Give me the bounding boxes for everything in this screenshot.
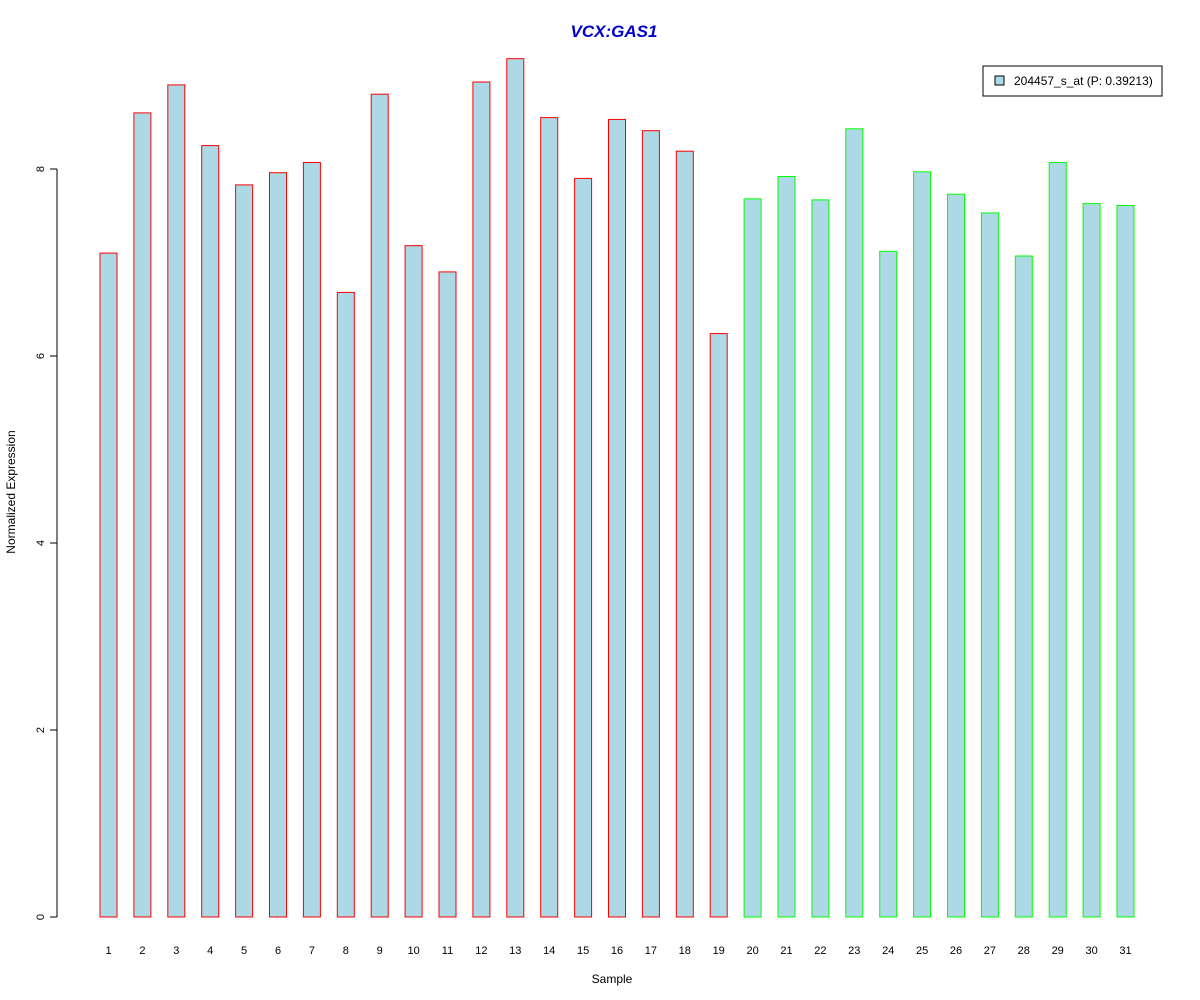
- bar-sample-28: [1014, 255, 1033, 918]
- x-tick-label: 19: [713, 945, 725, 957]
- x-tick-label: 25: [916, 945, 928, 957]
- x-tick-label: 23: [848, 945, 860, 957]
- y-tick-label: 0: [35, 914, 47, 920]
- y-axis-label: Normalized Expression: [4, 430, 18, 553]
- bar-sample-17: [641, 130, 660, 918]
- x-tick-label: 9: [377, 945, 383, 957]
- y-tick-label: 6: [35, 353, 47, 359]
- bar-sample-2: [133, 112, 152, 918]
- bar-sample-26: [947, 193, 965, 918]
- x-tick-label: 31: [1119, 945, 1131, 957]
- bar-sample-3: [167, 84, 186, 918]
- x-tick-label: 2: [139, 945, 145, 957]
- x-tick-label: 26: [950, 945, 962, 957]
- bar-sample-6: [269, 172, 287, 918]
- x-tick-label: 4: [207, 945, 213, 957]
- bar-sample-12: [472, 81, 491, 918]
- bar-sample-8: [336, 291, 355, 918]
- x-tick-label: 7: [309, 945, 315, 957]
- bar-sample-21: [777, 176, 796, 918]
- x-tick-label: 1: [105, 945, 111, 957]
- bar-sample-31: [1116, 205, 1135, 918]
- x-tick-label: 29: [1052, 945, 1064, 957]
- bar-sample-11: [438, 271, 457, 918]
- x-tick-label: 13: [509, 945, 521, 957]
- y-tick-label: 4: [35, 540, 47, 546]
- x-tick-label: 16: [611, 945, 623, 957]
- x-tick-label: 15: [577, 945, 589, 957]
- bar-sample-19: [709, 333, 728, 918]
- legend-swatch: [994, 75, 1005, 86]
- bar-sample-4: [201, 145, 220, 918]
- bar-sample-24: [879, 250, 898, 918]
- bar-sample-5: [235, 184, 254, 918]
- bar-sample-18: [675, 150, 694, 918]
- bar-sample-14: [540, 117, 559, 918]
- bar-sample-23: [845, 128, 864, 918]
- bar-sample-7: [302, 162, 321, 918]
- x-axis-label: Sample: [592, 972, 633, 986]
- x-tick-label: 5: [241, 945, 247, 957]
- y-axis: 0 2 4 6 8: [35, 166, 58, 920]
- x-tick-label: 22: [814, 945, 826, 957]
- x-tick-label: 10: [407, 945, 419, 957]
- x-tick-label: 27: [984, 945, 996, 957]
- x-tick-label: 28: [1018, 945, 1030, 957]
- bar-sample-27: [980, 212, 999, 918]
- x-tick-label: 3: [173, 945, 179, 957]
- bar-sample-10: [404, 245, 423, 918]
- bar-sample-16: [608, 118, 626, 918]
- x-tick-label: 11: [442, 945, 453, 957]
- bar-sample-22: [811, 199, 830, 918]
- x-tick-label: 30: [1085, 945, 1097, 957]
- x-tick-label: 14: [543, 945, 555, 957]
- x-tick-label: 6: [275, 945, 281, 957]
- bar-sample-25: [913, 171, 932, 918]
- legend-box: [982, 65, 1163, 97]
- x-tick-label: 12: [475, 945, 487, 957]
- bar-sample-9: [370, 93, 389, 918]
- y-tick-label: 2: [35, 727, 47, 733]
- x-tick-label: 24: [882, 945, 894, 957]
- legend: 204457_s_at (P: 0.39213): [982, 65, 1163, 97]
- y-tick-label: 8: [35, 166, 47, 172]
- x-tick-label: 8: [343, 945, 349, 957]
- x-tick-label: 21: [780, 945, 792, 957]
- legend-label: 204457_s_at (P: 0.39213): [1014, 74, 1153, 88]
- x-tick-label: 17: [645, 945, 657, 957]
- x-tick-labels: 1 2 3 4 5 6 7 8 9 10 11 12 13 14 15 16 17 18 19 20 21 22 23 24 2…: [105, 945, 1131, 957]
- x-tick-label: 18: [679, 945, 691, 957]
- chart-title: VCX:GAS1: [571, 22, 658, 41]
- bar-sample-29: [1048, 162, 1067, 918]
- bar-sample-1: [99, 252, 118, 918]
- bar-sample-13: [506, 58, 525, 918]
- bar-sample-30: [1082, 203, 1101, 918]
- bar-sample-20: [743, 198, 762, 918]
- bar-sample-15: [574, 177, 593, 918]
- x-tick-label: 20: [746, 945, 758, 957]
- bars-group: [99, 58, 1135, 918]
